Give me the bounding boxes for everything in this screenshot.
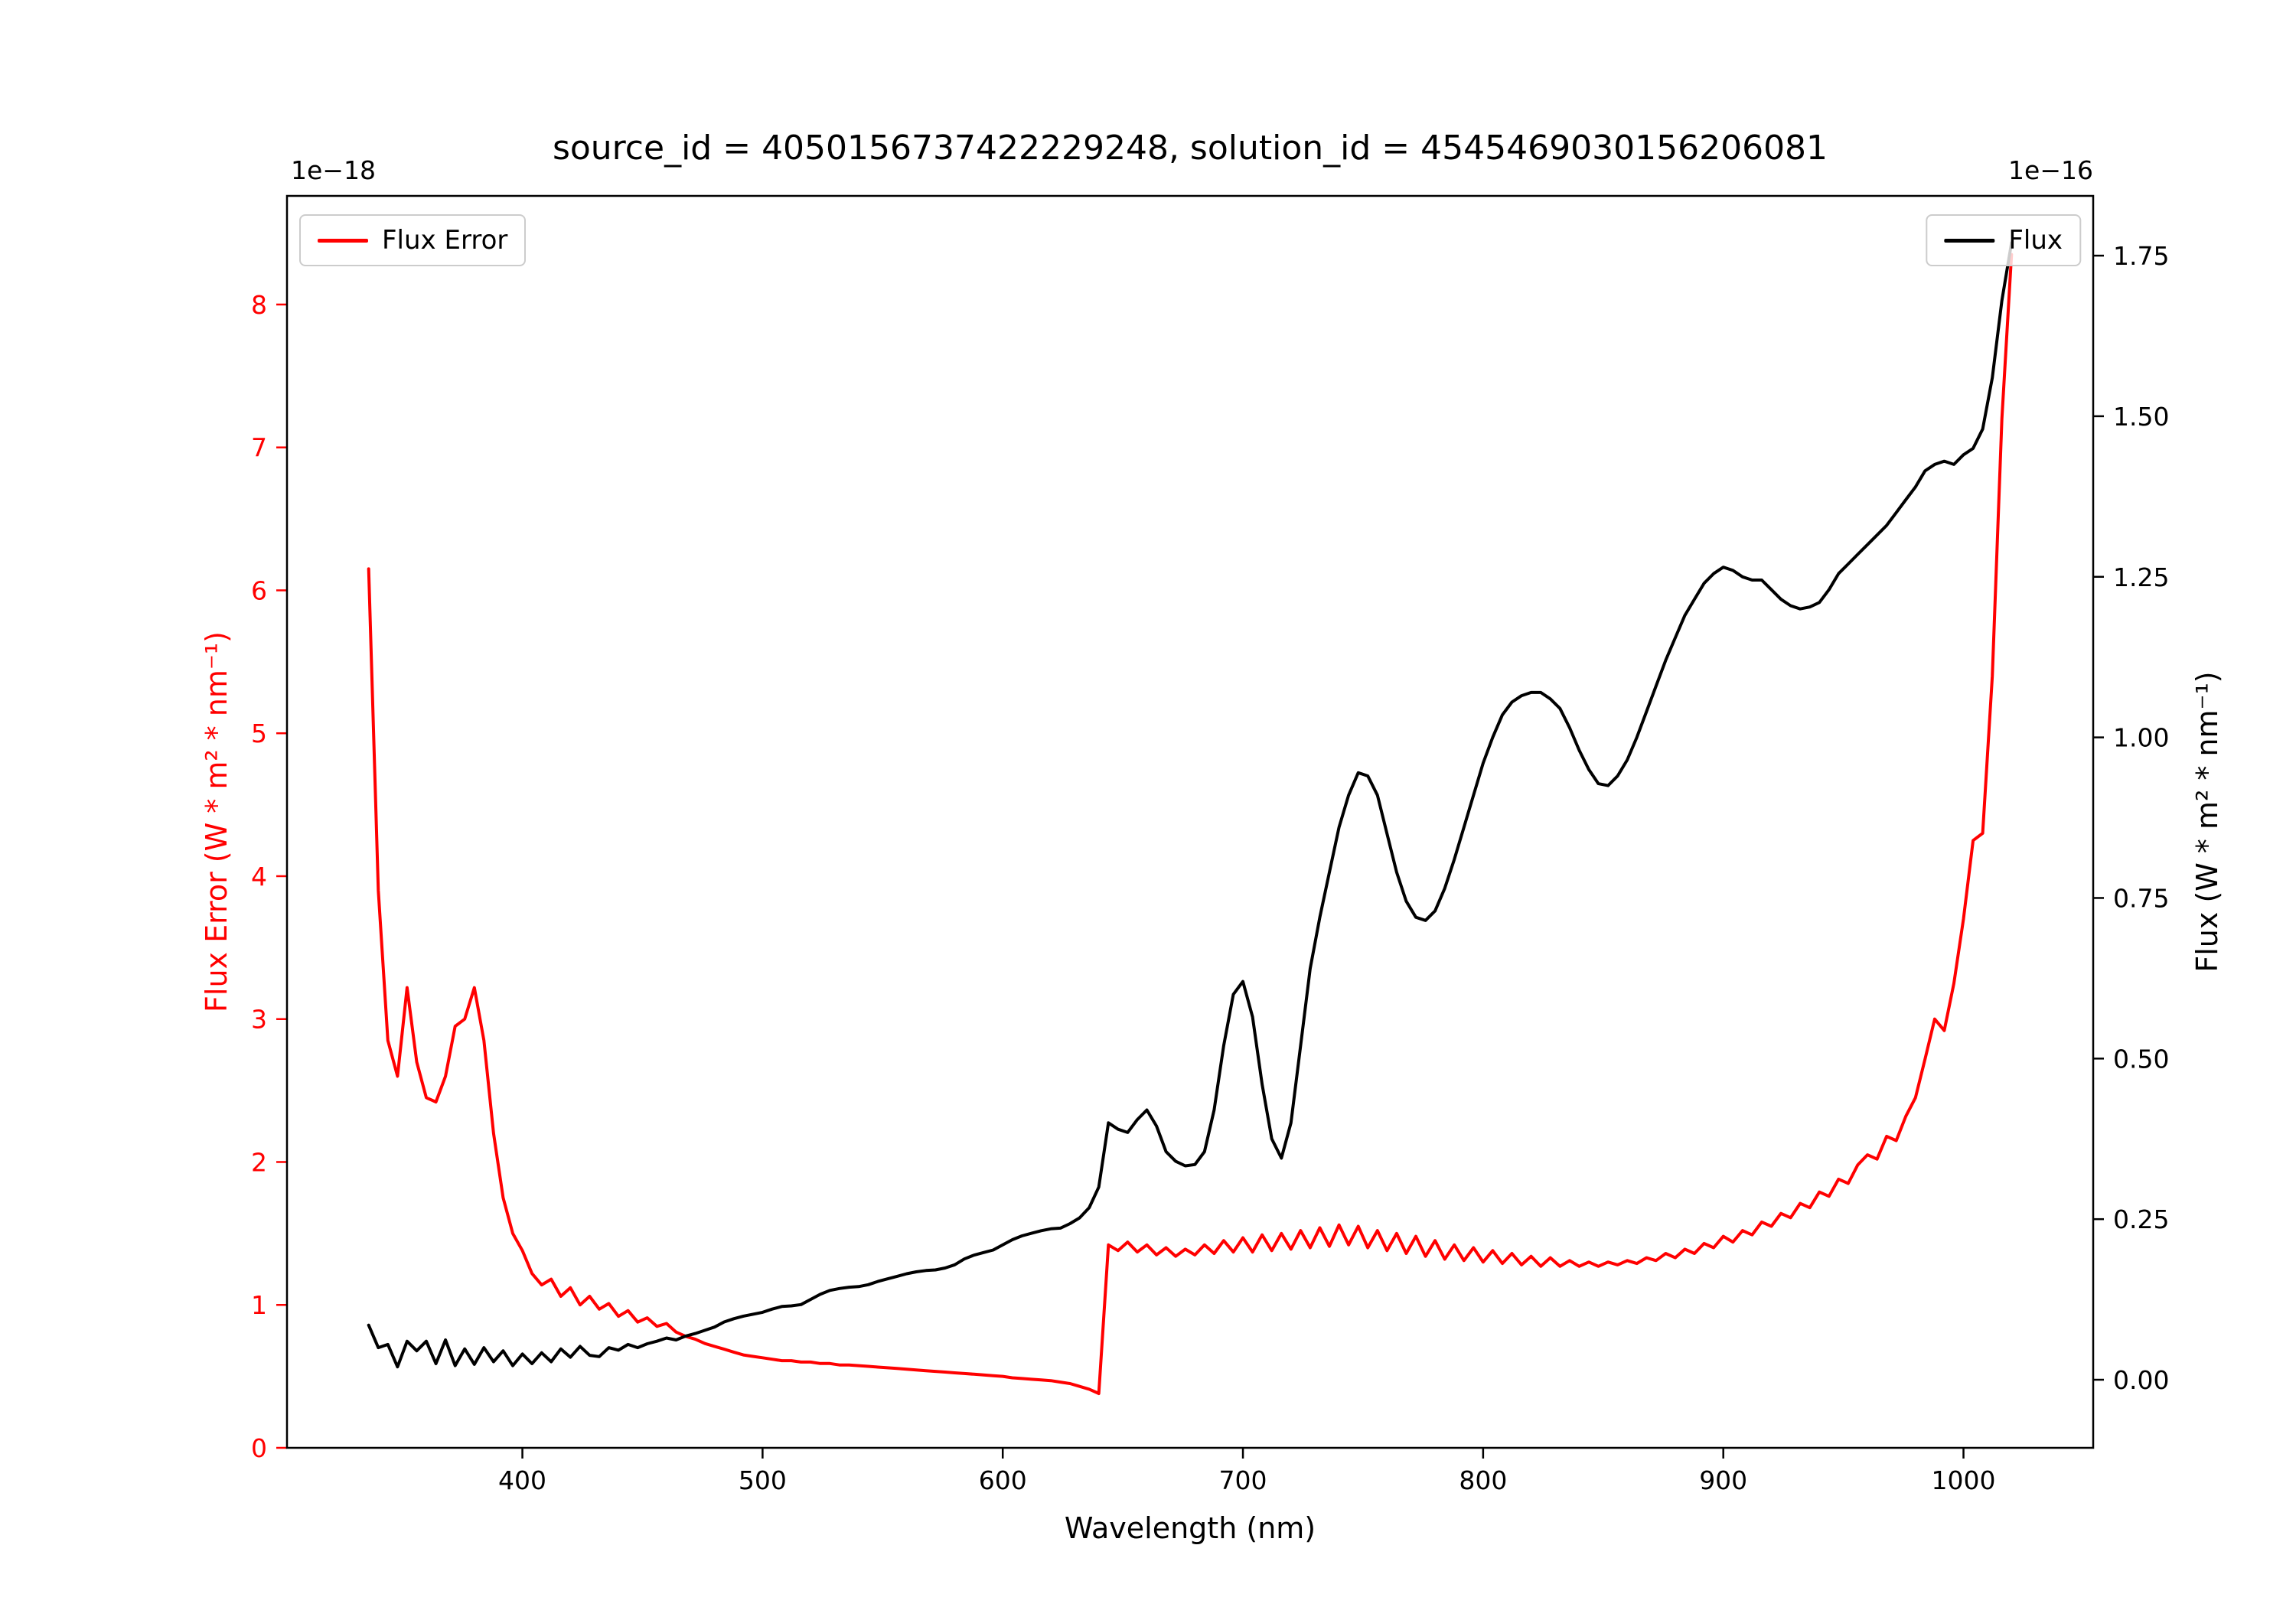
x-tick-label: 800 [1459,1465,1507,1495]
left-axis-scale-offset: 1e−18 [291,155,376,185]
flux-error-legend-line-icon [318,238,368,243]
right-axis-scale-offset: 1e−16 [2008,155,2093,185]
left-y-tick-label: 0 [251,1433,267,1463]
legend-flux: Flux [1926,214,2081,266]
right-y-tick-label: 1.25 [2113,562,2169,592]
left-y-tick-label: 6 [251,575,267,605]
left-y-tick-label: 2 [251,1147,267,1177]
x-axis-label: Wavelength (nm) [1064,1511,1316,1545]
x-tick-label: 700 [1219,1465,1267,1495]
left-y-tick-label: 5 [251,719,267,748]
plot-border [285,194,2095,1449]
right-y-axis-label: Flux (W * m² * nm⁻¹) [2190,671,2224,973]
chart-title: source_id = 4050156737422229248, solutio… [552,129,1828,168]
left-y-axis-label: Flux Error (W * m² * nm⁻¹) [200,631,233,1012]
flux-error-legend-label: Flux Error [382,225,508,256]
flux-line [367,241,2014,1369]
flux-legend-label: Flux [2008,225,2063,256]
right-y-tick-label: 0.50 [2113,1044,2169,1074]
right-y-tick-label: 1.00 [2113,723,2169,753]
left-y-tick-label: 1 [251,1290,267,1320]
x-tick-label: 500 [739,1465,787,1495]
x-tick-label: 600 [979,1465,1027,1495]
x-tick-label: 400 [498,1465,546,1495]
right-y-tick-label: 1.75 [2113,241,2169,271]
left-y-tick-label: 3 [251,1005,267,1035]
left-y-tick-label: 7 [251,433,267,463]
right-y-tick-label: 0.25 [2113,1204,2169,1234]
flux-error-line [367,253,2014,1395]
right-y-tick-label: 1.50 [2113,402,2169,432]
legend-flux-error: Flux Error [299,214,527,266]
x-tick-label: 1000 [1932,1465,1996,1495]
left-y-tick-label: 4 [251,862,267,892]
right-y-tick-label: 0.00 [2113,1365,2169,1395]
flux-legend-line-icon [1944,238,1995,243]
right-y-tick-label: 0.75 [2113,883,2169,913]
left-y-tick-label: 8 [251,290,267,320]
x-tick-label: 900 [1699,1465,1747,1495]
